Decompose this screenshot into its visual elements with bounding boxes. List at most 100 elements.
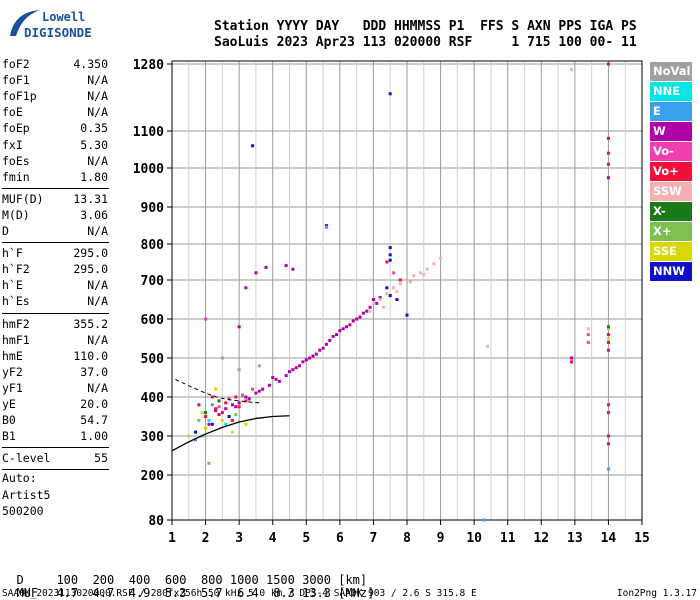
legend-item: W xyxy=(650,122,692,141)
param-name: fmin xyxy=(2,169,30,184)
data-point-sse xyxy=(200,411,204,415)
param-value: 1.00 xyxy=(80,429,108,444)
param-name: h`E xyxy=(2,278,23,293)
param-row: h`F 295.0 xyxy=(2,245,108,261)
param-name: foEs xyxy=(2,153,30,168)
data-point-vo- xyxy=(241,393,244,397)
muf-values-row: MUF 4.7 4.7 4.9 5.3 5.7 6.4 8.3 13.3 [MHz… xyxy=(2,572,374,600)
param-row: MUF(D) 13.31 xyxy=(2,191,108,207)
param-row: foEs N/A xyxy=(2,153,108,169)
data-point-vo- xyxy=(230,418,234,422)
x-tick-label: 4 xyxy=(269,531,277,546)
param-value: 110.0 xyxy=(73,348,108,363)
data-point-vo- xyxy=(606,442,610,446)
x-tick-label: 7 xyxy=(370,531,378,546)
data-point-nnw xyxy=(251,144,255,148)
data-point-vo- xyxy=(214,407,218,411)
header-labels: Station YYYY DAY DDD HHMMSS P1 FFS S AXN… xyxy=(214,19,637,34)
ionogram-chart: 1 2 3 4 5 6 7 8 9 10 11 12 13 14 158020030040050060070… xyxy=(133,58,650,546)
data-point-noval xyxy=(237,368,241,372)
data-point-ssw xyxy=(408,280,412,284)
data-point-vo- xyxy=(204,415,208,418)
y-tick-label: 700 xyxy=(141,274,165,289)
param-row: B0 54.7 xyxy=(2,412,108,428)
param-name: foE xyxy=(2,105,23,120)
param-name: 500200 xyxy=(2,503,44,518)
data-point-e xyxy=(324,225,328,229)
data-point-vo- xyxy=(398,278,402,282)
data-point-w xyxy=(291,267,295,271)
data-point-w xyxy=(355,317,359,321)
param-value: 20.0 xyxy=(80,397,108,411)
data-point-vo- xyxy=(244,399,248,403)
logo-line1: Lowell xyxy=(42,10,85,24)
data-point-w xyxy=(214,409,218,413)
param-row: foF1p N/A xyxy=(2,88,108,104)
data-point-ssw xyxy=(422,273,426,277)
legend-item: SSW xyxy=(650,182,692,201)
x-tick-label: 15 xyxy=(634,531,650,546)
y-tick-label: 1000 xyxy=(133,162,164,177)
param-separator xyxy=(2,312,109,314)
legend-item: X+ xyxy=(650,222,692,241)
legend-item: NoVal xyxy=(650,62,692,81)
data-point-w xyxy=(338,329,342,333)
data-point-sse xyxy=(244,422,248,426)
param-value: 295.0 xyxy=(73,262,108,277)
data-point-w xyxy=(230,403,234,407)
trace-curve xyxy=(171,415,290,452)
data-point-w xyxy=(324,342,328,346)
legend-item: NNE xyxy=(650,82,692,101)
param-name: B1 xyxy=(2,429,16,444)
legend-item: E xyxy=(650,102,692,121)
data-point-w xyxy=(271,376,275,379)
param-value: N/A xyxy=(87,224,108,238)
data-point-w xyxy=(294,366,298,370)
data-point-vo- xyxy=(210,395,214,399)
data-point-ssw xyxy=(385,292,389,296)
data-point-ssw xyxy=(486,344,490,348)
data-point-vo- xyxy=(586,333,590,337)
data-point-w xyxy=(311,354,315,358)
data-point-w xyxy=(378,296,382,300)
data-point-e xyxy=(194,438,197,442)
data-point-x- xyxy=(606,325,610,329)
data-point-w xyxy=(348,323,352,327)
logo-swoosh xyxy=(10,10,40,36)
data-point-ssw xyxy=(368,309,372,313)
data-point-vo- xyxy=(220,411,224,415)
footer-version: Ion2Png 1.3.17 xyxy=(616,588,697,599)
data-point-nnw xyxy=(194,430,197,434)
data-point-e xyxy=(606,467,610,471)
param-value: N/A xyxy=(87,89,108,104)
data-point-sse xyxy=(187,434,191,438)
data-point-nnw xyxy=(227,415,231,418)
legend-item: X- xyxy=(650,202,692,221)
data-point-w xyxy=(288,370,291,374)
param-name: hmF2 xyxy=(2,316,30,331)
param-value: 355.2 xyxy=(73,316,108,331)
param-value: N/A xyxy=(87,105,108,120)
x-tick-label: 1 xyxy=(168,531,176,546)
data-point-x- xyxy=(217,399,221,403)
digisonde-logo: Lowell DIGISONDE xyxy=(10,10,92,40)
y-tick-label: 300 xyxy=(141,430,165,445)
data-point-sse xyxy=(606,337,610,340)
header-values: SaoLuis 2023 Apr23 113 020000 RSF 1 715 … xyxy=(214,35,637,50)
param-row: Auto: xyxy=(2,470,108,486)
data-point-nnw xyxy=(388,294,392,298)
data-point-vo- xyxy=(606,162,610,166)
data-point-w xyxy=(358,315,362,319)
param-value: N/A xyxy=(87,332,108,347)
param-value: 4.350 xyxy=(73,57,108,71)
data-point-w xyxy=(284,374,288,378)
data-point-vo- xyxy=(606,434,610,438)
data-point-w xyxy=(331,335,335,339)
data-point-w xyxy=(570,356,573,360)
polarization-legend: NoVal NNE E W Vo- Vo+ SSW X- X+ SSE NNW xyxy=(650,62,692,282)
data-point-ssw xyxy=(418,271,422,275)
data-point-w xyxy=(318,348,322,352)
data-point-w xyxy=(244,286,248,290)
data-point-w xyxy=(351,319,355,323)
param-value: N/A xyxy=(87,73,108,88)
